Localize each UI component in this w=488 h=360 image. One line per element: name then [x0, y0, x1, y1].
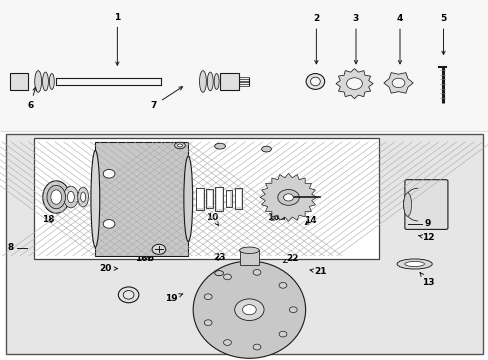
- Bar: [95, 142, 188, 256]
- Text: 16a: 16a: [266, 213, 285, 222]
- Bar: [220, 73, 238, 90]
- Text: 13: 13: [419, 273, 433, 287]
- Ellipse shape: [42, 72, 48, 91]
- Bar: [225, 190, 231, 207]
- Circle shape: [289, 307, 297, 312]
- Circle shape: [279, 283, 286, 288]
- Text: 4: 4: [396, 14, 403, 64]
- Bar: [236, 190, 240, 207]
- Ellipse shape: [177, 144, 182, 147]
- Ellipse shape: [199, 71, 206, 92]
- Bar: [227, 192, 230, 206]
- Ellipse shape: [118, 287, 139, 303]
- Text: 22: 22: [283, 254, 298, 263]
- Text: 18: 18: [41, 215, 54, 224]
- Ellipse shape: [78, 187, 88, 207]
- Bar: [207, 191, 211, 206]
- Text: 8: 8: [8, 243, 14, 252]
- Polygon shape: [260, 174, 316, 221]
- Ellipse shape: [403, 193, 411, 216]
- Ellipse shape: [404, 261, 424, 266]
- Text: 5: 5: [440, 14, 446, 54]
- Text: 9: 9: [424, 220, 430, 229]
- Circle shape: [279, 331, 286, 337]
- Circle shape: [152, 244, 165, 255]
- Text: 15: 15: [242, 256, 254, 265]
- Ellipse shape: [310, 77, 320, 86]
- Ellipse shape: [35, 71, 41, 92]
- Ellipse shape: [261, 146, 271, 152]
- Text: 10: 10: [206, 213, 219, 225]
- Text: 17: 17: [101, 238, 119, 247]
- Ellipse shape: [174, 142, 185, 149]
- Polygon shape: [335, 68, 372, 99]
- Bar: [195, 188, 204, 210]
- Circle shape: [277, 189, 299, 205]
- Ellipse shape: [239, 247, 259, 253]
- Bar: [206, 189, 213, 208]
- Text: 1: 1: [114, 13, 120, 65]
- Ellipse shape: [305, 73, 324, 89]
- Text: 21: 21: [309, 267, 326, 276]
- Ellipse shape: [49, 73, 54, 89]
- Circle shape: [391, 78, 404, 87]
- Text: 23: 23: [212, 253, 225, 262]
- Circle shape: [253, 344, 261, 350]
- Bar: [234, 188, 242, 209]
- Circle shape: [283, 194, 293, 201]
- Ellipse shape: [81, 192, 85, 202]
- Text: 24: 24: [263, 288, 279, 297]
- Ellipse shape: [47, 185, 65, 209]
- Ellipse shape: [51, 190, 61, 204]
- Ellipse shape: [207, 72, 213, 91]
- Text: 11: 11: [150, 210, 168, 224]
- Text: 12: 12: [418, 233, 433, 242]
- Text: 19: 19: [164, 294, 183, 303]
- Text: 14: 14: [304, 216, 316, 225]
- Circle shape: [253, 270, 261, 275]
- Ellipse shape: [91, 150, 100, 247]
- Circle shape: [204, 294, 212, 300]
- Text: 6: 6: [27, 87, 36, 110]
- Ellipse shape: [123, 291, 134, 299]
- Text: 20: 20: [99, 264, 117, 273]
- Ellipse shape: [193, 261, 305, 358]
- Text: 3: 3: [352, 14, 358, 64]
- Circle shape: [223, 274, 231, 280]
- Circle shape: [204, 320, 212, 325]
- Bar: [215, 186, 223, 211]
- Text: 16b: 16b: [135, 254, 153, 263]
- Bar: [216, 188, 221, 209]
- Circle shape: [346, 78, 362, 89]
- Bar: [239, 250, 259, 265]
- Circle shape: [234, 299, 264, 320]
- Circle shape: [103, 220, 115, 228]
- Ellipse shape: [63, 186, 78, 208]
- Bar: [0, 0, 488, 131]
- Circle shape: [103, 170, 115, 178]
- Bar: [6, 134, 482, 354]
- Ellipse shape: [214, 271, 223, 276]
- Circle shape: [242, 305, 256, 315]
- Text: 7: 7: [150, 87, 182, 110]
- Ellipse shape: [183, 156, 192, 242]
- Polygon shape: [383, 73, 412, 93]
- Bar: [10, 73, 28, 90]
- Bar: [34, 138, 378, 260]
- Ellipse shape: [67, 191, 74, 203]
- Ellipse shape: [396, 259, 431, 269]
- Ellipse shape: [214, 73, 219, 89]
- FancyBboxPatch shape: [404, 180, 447, 229]
- Bar: [197, 189, 203, 208]
- Ellipse shape: [214, 143, 225, 149]
- Text: 2: 2: [313, 14, 319, 64]
- Circle shape: [223, 339, 231, 345]
- Ellipse shape: [43, 181, 70, 213]
